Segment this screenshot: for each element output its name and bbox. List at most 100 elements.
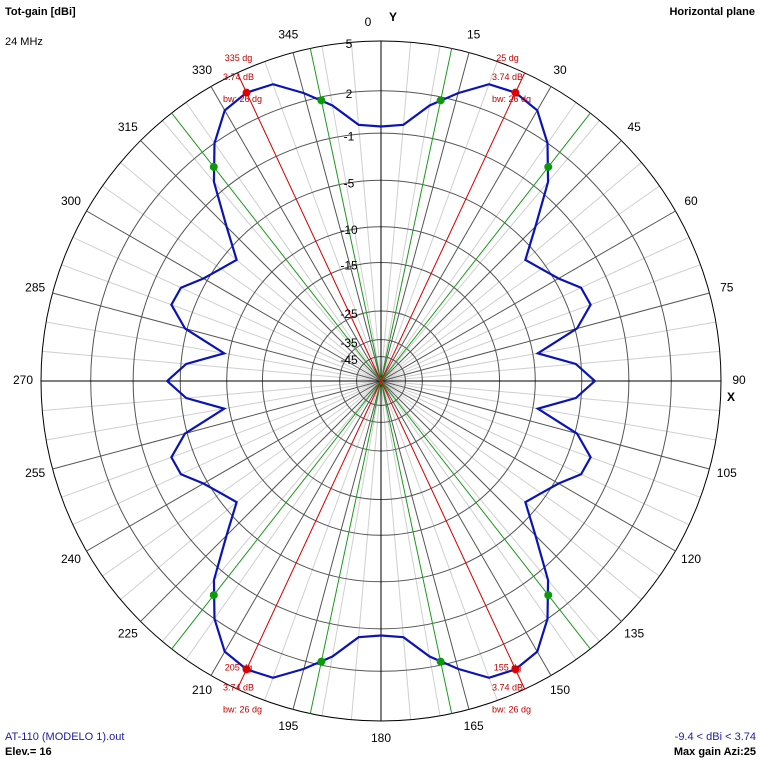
pattern: [165, 83, 597, 679]
beam-label: 3.74 dB: [223, 72, 254, 82]
minor-radial: [42, 350, 382, 382]
max-gain-line: [380, 380, 526, 690]
radial-grid: [292, 52, 382, 382]
beam-label: 155 dg: [494, 663, 522, 673]
minor-radial: [380, 350, 720, 382]
angle-label: 30: [553, 63, 567, 77]
beamwidth-point: [317, 96, 326, 105]
beam-label: 335 dg: [225, 53, 253, 63]
gain-tick-label: 5: [346, 37, 353, 51]
minor-radial: [380, 380, 642, 600]
radial-grid: [86, 210, 382, 382]
beam-label: 25 dg: [496, 53, 519, 63]
minor-radial: [380, 162, 642, 382]
minor-radial: [61, 264, 382, 382]
minor-radial: [380, 380, 498, 701]
beamwidth-line: [380, 112, 591, 382]
minor-radial: [185, 380, 382, 660]
minor-radial: [46, 380, 382, 441]
angle-label: 75: [720, 281, 734, 295]
y-axis-label: Y: [389, 10, 397, 24]
radial-grid: [380, 292, 710, 382]
angle-label: 240: [61, 552, 81, 566]
angle-label: 165: [464, 719, 484, 733]
max-gain-line: [236, 380, 382, 690]
beam-label: 3.74 dB: [492, 72, 523, 82]
minor-radial: [185, 102, 382, 382]
angle-label: 180: [371, 731, 391, 745]
radial-grid: [210, 86, 382, 382]
minor-radial: [102, 380, 382, 577]
minor-radial: [380, 264, 701, 382]
beamwidth-line: [380, 380, 591, 650]
angle-label: 120: [681, 552, 701, 566]
minor-radial: [380, 380, 577, 660]
radial-grid: [140, 140, 382, 382]
minor-radial: [380, 380, 441, 716]
radial-grid: [140, 380, 382, 622]
angle-label: 135: [624, 626, 644, 640]
frequency: 24 MHz: [5, 36, 43, 48]
gain-tick-label: -5: [344, 176, 355, 190]
minor-radial: [162, 120, 382, 382]
minor-radial: [380, 321, 716, 382]
gain-tick-label: -35: [340, 336, 358, 350]
minor-radial: [350, 380, 382, 720]
minor-radial: [380, 380, 600, 642]
minor-radial: [380, 61, 498, 382]
minor-radial: [380, 380, 701, 498]
angle-label: 300: [61, 194, 81, 208]
minor-radial: [380, 102, 577, 382]
elevation: Elev.= 16: [5, 746, 52, 758]
minor-radial: [61, 380, 382, 498]
beam-label: 205 dg: [225, 663, 253, 673]
angle-label: 90: [732, 373, 746, 387]
minor-radial: [380, 42, 412, 382]
beam-label: 3.74 dB: [492, 683, 523, 693]
gain-tick-label: -15: [340, 259, 358, 273]
beamwidth-point: [436, 657, 445, 666]
angle-label: 105: [717, 466, 737, 480]
minor-radial: [321, 380, 382, 716]
radial-grid: [380, 380, 710, 470]
minor-radial: [380, 380, 720, 412]
radial-grid: [292, 380, 382, 710]
minor-radial: [380, 185, 660, 382]
angle-label: 270: [13, 373, 33, 387]
radial-grid: [380, 210, 676, 382]
angle-label: 225: [118, 626, 138, 640]
minor-radial: [380, 236, 690, 382]
radial-grid: [380, 380, 622, 622]
angle-label: 150: [550, 683, 570, 697]
beamwidth-point: [209, 591, 218, 600]
minor-radial: [46, 321, 382, 382]
gain-tick-label: 2: [346, 87, 353, 101]
max-gain-point: [242, 665, 251, 674]
file-name: AT-110 (MODELO 1).out: [5, 731, 124, 743]
max-gain-point: [242, 88, 251, 97]
minor-radial: [380, 380, 716, 441]
minor-radial: [72, 236, 382, 382]
angle-label: 330: [192, 63, 212, 77]
gain-range: -9.4 < dBi < 3.74: [675, 731, 756, 743]
minor-radial: [72, 380, 382, 526]
minor-radial: [264, 61, 382, 382]
gain-tick-label: -10: [340, 223, 358, 237]
radial-grid: [52, 380, 382, 470]
angle-label: 255: [25, 466, 45, 480]
minor-radial: [350, 42, 382, 382]
angle-label: 285: [25, 281, 45, 295]
minor-radial: [380, 46, 441, 382]
max-gain-line: [380, 72, 526, 382]
gain-tick-label: -45: [340, 353, 358, 367]
minor-radial: [120, 162, 382, 382]
max-gain: Max gain Azi:25: [674, 746, 756, 758]
angle-label: 60: [684, 194, 698, 208]
max-gain-point: [511, 665, 520, 674]
minor-radial: [42, 380, 382, 412]
chart-title: Tot-gain [dBi]: [5, 6, 76, 18]
beam-label: bw: 26 dg: [223, 94, 262, 104]
angle-label: 195: [278, 719, 298, 733]
max-gain-point: [511, 88, 520, 97]
